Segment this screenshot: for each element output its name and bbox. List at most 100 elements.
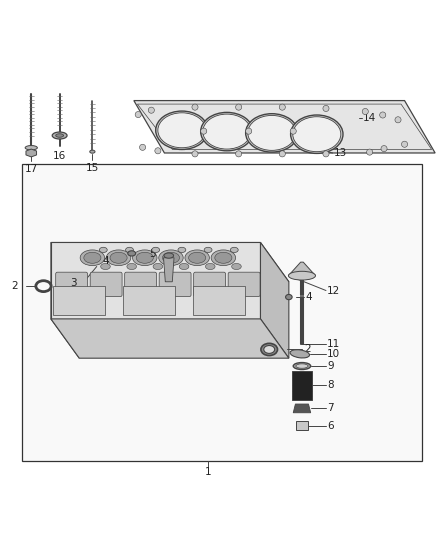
Circle shape: [402, 141, 408, 147]
Ellipse shape: [185, 250, 209, 265]
Circle shape: [140, 144, 146, 150]
Polygon shape: [51, 243, 79, 358]
Polygon shape: [293, 404, 311, 413]
Ellipse shape: [110, 252, 127, 263]
FancyBboxPatch shape: [125, 272, 156, 297]
Ellipse shape: [126, 247, 134, 253]
Ellipse shape: [164, 253, 173, 258]
Circle shape: [323, 151, 329, 157]
Ellipse shape: [296, 364, 308, 368]
Text: 11: 11: [327, 339, 340, 349]
Ellipse shape: [90, 150, 95, 153]
Ellipse shape: [136, 252, 153, 263]
Text: 16: 16: [53, 151, 66, 161]
Bar: [193, 286, 245, 314]
Text: 17: 17: [25, 164, 38, 174]
Ellipse shape: [288, 271, 315, 280]
FancyBboxPatch shape: [90, 272, 122, 297]
Ellipse shape: [25, 146, 37, 150]
Circle shape: [380, 112, 386, 118]
Circle shape: [381, 146, 387, 152]
Polygon shape: [26, 149, 36, 157]
Circle shape: [148, 107, 154, 113]
Polygon shape: [163, 258, 174, 282]
Text: 6: 6: [327, 421, 334, 431]
Ellipse shape: [264, 345, 275, 353]
Ellipse shape: [248, 116, 296, 150]
Bar: [123, 286, 175, 314]
Text: 12: 12: [327, 286, 340, 295]
Text: 15: 15: [86, 163, 99, 173]
Text: 4: 4: [102, 256, 109, 266]
Text: 7: 7: [327, 403, 334, 414]
Circle shape: [192, 104, 198, 110]
Circle shape: [290, 128, 296, 134]
Ellipse shape: [128, 251, 136, 256]
Circle shape: [279, 151, 286, 157]
Polygon shape: [51, 243, 289, 282]
Ellipse shape: [162, 252, 180, 263]
Polygon shape: [261, 243, 289, 358]
Ellipse shape: [204, 247, 212, 253]
Ellipse shape: [56, 134, 64, 138]
Ellipse shape: [286, 294, 292, 300]
Ellipse shape: [84, 252, 101, 263]
Ellipse shape: [290, 350, 310, 358]
Bar: [53, 286, 106, 314]
Ellipse shape: [127, 263, 137, 270]
Text: 9: 9: [327, 361, 334, 371]
Circle shape: [135, 111, 141, 118]
FancyBboxPatch shape: [159, 272, 191, 297]
Polygon shape: [134, 101, 435, 153]
Circle shape: [362, 108, 368, 115]
Text: 2: 2: [304, 344, 311, 354]
Ellipse shape: [261, 343, 278, 356]
FancyBboxPatch shape: [194, 272, 226, 297]
Bar: [296, 422, 307, 430]
Ellipse shape: [293, 362, 311, 369]
Text: 5: 5: [149, 249, 155, 259]
Circle shape: [323, 106, 329, 111]
Text: 4: 4: [305, 292, 312, 302]
Circle shape: [236, 104, 242, 110]
Ellipse shape: [178, 247, 186, 253]
Ellipse shape: [99, 247, 107, 253]
Circle shape: [201, 128, 207, 134]
Bar: [292, 372, 311, 400]
Ellipse shape: [106, 250, 131, 265]
Ellipse shape: [189, 252, 206, 263]
Circle shape: [367, 149, 373, 155]
Polygon shape: [51, 243, 261, 319]
Circle shape: [192, 151, 198, 157]
Polygon shape: [289, 262, 315, 275]
FancyBboxPatch shape: [56, 272, 88, 297]
FancyBboxPatch shape: [228, 272, 260, 297]
Circle shape: [155, 148, 161, 154]
Ellipse shape: [158, 113, 206, 148]
Ellipse shape: [230, 247, 238, 253]
Bar: [21, 164, 422, 461]
Ellipse shape: [101, 263, 110, 270]
Circle shape: [279, 104, 286, 110]
Text: 2: 2: [11, 281, 18, 291]
Circle shape: [246, 128, 252, 134]
Text: 8: 8: [327, 381, 334, 391]
Ellipse shape: [159, 250, 183, 265]
Polygon shape: [51, 319, 289, 358]
Ellipse shape: [152, 247, 159, 253]
Text: 14: 14: [363, 113, 376, 123]
Text: 10: 10: [327, 349, 340, 359]
Text: 13: 13: [334, 148, 347, 158]
Ellipse shape: [155, 111, 208, 149]
Text: 3: 3: [71, 278, 77, 288]
Ellipse shape: [201, 112, 253, 151]
Ellipse shape: [133, 250, 157, 265]
Ellipse shape: [232, 263, 241, 270]
Ellipse shape: [211, 250, 236, 265]
Ellipse shape: [290, 115, 343, 154]
Text: 1: 1: [205, 467, 212, 477]
Circle shape: [236, 151, 242, 157]
Ellipse shape: [52, 132, 67, 139]
Ellipse shape: [215, 252, 232, 263]
Ellipse shape: [205, 263, 215, 270]
